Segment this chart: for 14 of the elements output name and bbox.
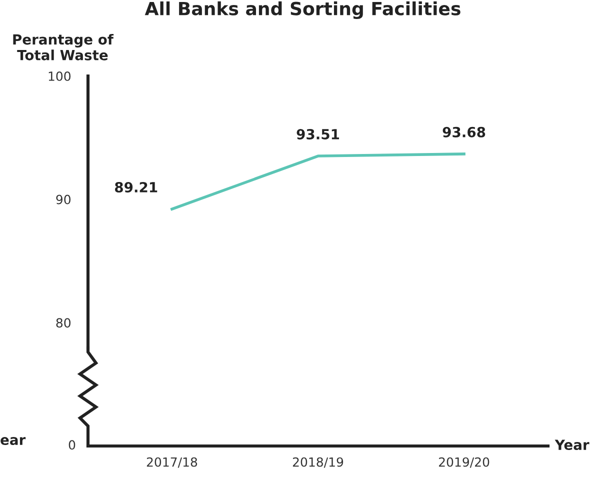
x-tick-label: 2017/18 — [146, 457, 198, 468]
y-tick-label: 80 — [56, 318, 71, 328]
chart-title: All Banks and Sorting Facilities — [144, 1, 460, 20]
data-label: 93.51 — [296, 128, 340, 140]
data-label: 89.21 — [115, 182, 158, 192]
y-tick-label: 90 — [56, 194, 71, 204]
x-tick-label: 2019/20 — [438, 457, 490, 468]
y-tick-label: 100 — [48, 71, 71, 81]
x-axis-title: Year — [554, 440, 590, 450]
y-axis-title: Perantage of Total Waste — [13, 34, 114, 60]
text: 0 — [68, 440, 76, 450]
x-tick-label: 2018/19 — [292, 457, 344, 468]
text: ear — [0, 437, 26, 446]
data-label: 93.68 — [442, 126, 486, 138]
